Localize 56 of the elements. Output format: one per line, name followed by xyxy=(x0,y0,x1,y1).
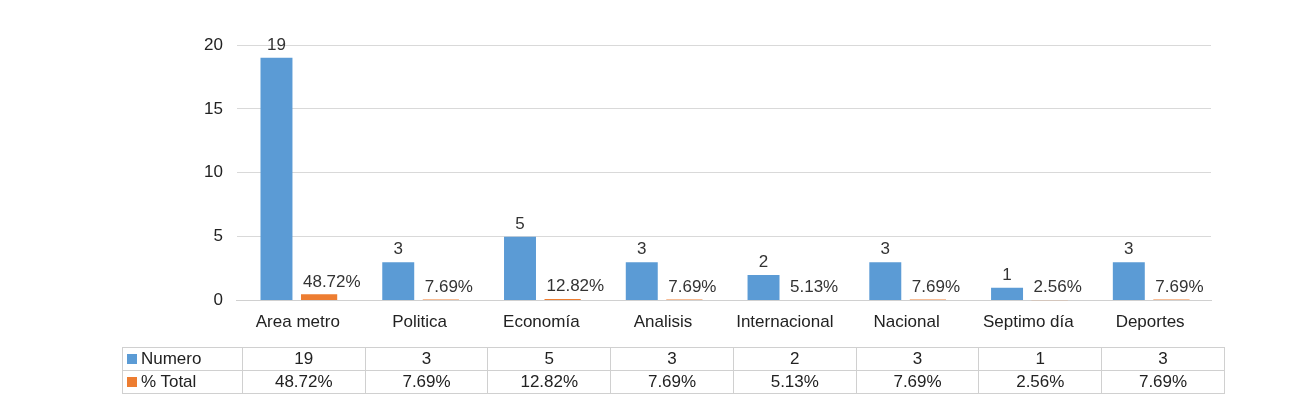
text: 3 xyxy=(880,239,891,259)
x-tick-label: Economía xyxy=(503,312,581,332)
data-label: 5 xyxy=(487,347,611,371)
bar xyxy=(625,262,658,301)
x-tick-label: Septimo día xyxy=(982,312,1075,332)
text: 19 xyxy=(267,34,286,54)
text: 2.56% xyxy=(1033,277,1082,297)
y-tick-label: 20 xyxy=(203,34,223,54)
data-label: 3 xyxy=(610,347,734,371)
x-tick-label: Analisis xyxy=(633,312,693,332)
text: 7.69% xyxy=(1155,276,1204,296)
bar xyxy=(382,262,415,301)
text: 12.82% xyxy=(546,276,605,296)
bar xyxy=(260,57,293,301)
x-tick-label: Deportes xyxy=(1115,312,1185,332)
data-label: 2.56% xyxy=(978,370,1102,394)
data-label: 3 xyxy=(856,347,979,371)
y-tick-label: 15 xyxy=(203,98,223,118)
text: 7.69% xyxy=(424,276,473,296)
bar xyxy=(1112,262,1145,301)
y-tick-label: 5 xyxy=(213,226,223,246)
x-tick-label: Area metro xyxy=(255,312,340,332)
bar xyxy=(991,287,1024,301)
text: 3 xyxy=(393,239,403,259)
data-label: 2 xyxy=(733,347,857,371)
text: 3 xyxy=(1124,239,1134,259)
text: 48.72% xyxy=(302,271,361,291)
data-label: 7.69% xyxy=(856,370,979,394)
text: 5.13% xyxy=(790,277,839,297)
text: 1 xyxy=(1002,265,1012,285)
data-label: 7.69% xyxy=(365,370,488,394)
legend-label: % Total xyxy=(122,370,243,394)
data-label: 3 xyxy=(1101,347,1225,371)
data-label: 7.69% xyxy=(1101,370,1225,394)
legend-label: Numero xyxy=(122,347,243,371)
x-tick-label: Internacional xyxy=(736,312,834,332)
text: 3 xyxy=(637,239,647,259)
text: 5 xyxy=(515,213,525,233)
data-label: 5.13% xyxy=(733,370,857,394)
bar xyxy=(504,236,536,301)
data-label: 7.69% xyxy=(610,370,734,394)
text: 7.69% xyxy=(668,276,717,296)
text: 7.69% xyxy=(911,276,960,296)
bar xyxy=(869,262,902,301)
y-tick-label: 10 xyxy=(203,162,223,182)
data-label: 3 xyxy=(365,347,488,371)
bar xyxy=(300,294,338,301)
data-label: 12.82% xyxy=(487,370,611,394)
bar xyxy=(747,275,780,301)
data-label: 48.72% xyxy=(242,370,366,394)
x-tick-label: Politica xyxy=(392,312,448,332)
y-tick-label: 0 xyxy=(213,290,223,310)
data-label: 1 xyxy=(978,347,1102,371)
data-label: 19 xyxy=(242,347,366,371)
text: 2 xyxy=(758,252,769,272)
x-tick-label: Nacional xyxy=(873,312,940,332)
